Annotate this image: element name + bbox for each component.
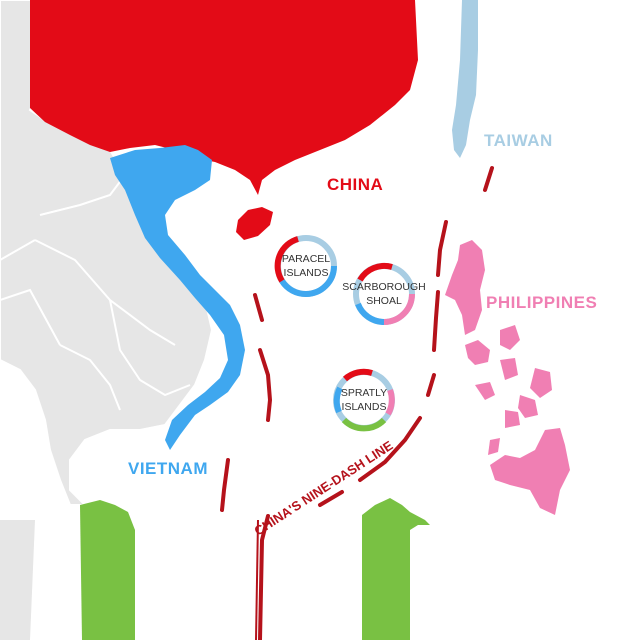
paracel-label-line2: ISLANDS xyxy=(284,267,329,279)
philippines-label: PHILIPPINES xyxy=(486,293,597,312)
vietnam xyxy=(110,145,245,450)
scarborough-label-line1: SCARBOROUGH xyxy=(342,281,425,293)
vietnam-label: VIETNAM xyxy=(128,459,208,478)
scarborough-label-line2: SHOAL xyxy=(366,295,402,307)
spratly-islands-marker: SPRATLY ISLANDS xyxy=(333,368,395,432)
scarborough-shoal-marker: SCARBOROUGH SHOAL xyxy=(342,262,426,325)
nine-dash-line-tail xyxy=(255,519,259,640)
green-land-west xyxy=(80,500,135,640)
neighbor-land-south xyxy=(0,520,35,640)
taiwan xyxy=(452,0,478,158)
border-lines xyxy=(0,174,191,411)
green-land-center xyxy=(362,498,430,640)
china-label: CHINA xyxy=(327,175,383,194)
spratly-label-line2: ISLANDS xyxy=(342,401,387,413)
nine-dash-line xyxy=(220,166,494,640)
spratly-label-line1: SPRATLY xyxy=(341,387,387,399)
paracel-islands-marker: PARACEL ISLANDS xyxy=(274,235,337,298)
philippines xyxy=(445,240,570,515)
paracel-label-line1: PARACEL xyxy=(282,253,330,265)
china-mainland xyxy=(30,0,418,195)
taiwan-label: TAIWAN xyxy=(484,131,553,150)
hainan-island xyxy=(236,207,273,240)
